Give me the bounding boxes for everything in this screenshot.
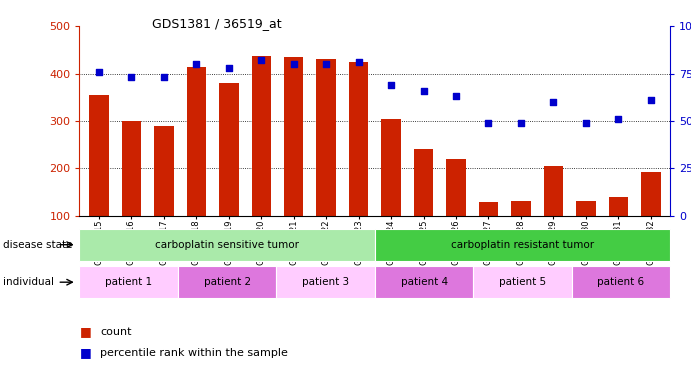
Bar bbox=[89, 95, 108, 263]
Point bbox=[418, 88, 429, 94]
Text: ■: ■ bbox=[79, 326, 91, 338]
Text: patient 5: patient 5 bbox=[499, 277, 546, 287]
Bar bbox=[446, 159, 466, 263]
Bar bbox=[375, 229, 670, 261]
Point bbox=[93, 69, 104, 75]
Bar bbox=[122, 121, 141, 263]
Point bbox=[386, 82, 397, 88]
Point bbox=[158, 74, 169, 80]
Text: disease state: disease state bbox=[3, 240, 73, 250]
Text: carboplatin resistant tumor: carboplatin resistant tumor bbox=[451, 240, 594, 250]
Point bbox=[548, 99, 559, 105]
Point bbox=[321, 61, 332, 67]
Bar bbox=[178, 266, 276, 298]
Point bbox=[223, 65, 234, 71]
Point bbox=[613, 116, 624, 122]
Text: ■: ■ bbox=[79, 346, 91, 359]
Text: count: count bbox=[100, 327, 132, 337]
Bar bbox=[252, 56, 271, 263]
Text: carboplatin sensitive tumor: carboplatin sensitive tumor bbox=[155, 240, 299, 250]
Bar bbox=[187, 68, 206, 263]
Text: patient 6: patient 6 bbox=[598, 277, 645, 287]
Bar bbox=[544, 166, 563, 263]
Point bbox=[191, 61, 202, 67]
Point bbox=[256, 57, 267, 63]
Bar bbox=[414, 149, 433, 263]
Bar bbox=[511, 201, 531, 263]
Bar bbox=[154, 126, 173, 263]
Text: individual: individual bbox=[3, 277, 55, 287]
Point bbox=[451, 93, 462, 99]
Point bbox=[515, 120, 527, 126]
Bar bbox=[381, 118, 401, 263]
Point bbox=[483, 120, 494, 126]
Point bbox=[580, 120, 591, 126]
Bar bbox=[276, 266, 375, 298]
Bar bbox=[79, 266, 178, 298]
Text: patient 4: patient 4 bbox=[401, 277, 448, 287]
Bar bbox=[349, 62, 368, 263]
Bar bbox=[609, 196, 628, 263]
Bar bbox=[316, 59, 336, 263]
Point bbox=[288, 61, 299, 67]
Text: patient 3: patient 3 bbox=[302, 277, 349, 287]
Text: percentile rank within the sample: percentile rank within the sample bbox=[100, 348, 288, 357]
Text: patient 1: patient 1 bbox=[105, 277, 152, 287]
Point bbox=[645, 97, 656, 103]
Text: GDS1381 / 36519_at: GDS1381 / 36519_at bbox=[152, 17, 282, 30]
Bar bbox=[79, 229, 375, 261]
Bar bbox=[479, 202, 498, 263]
Bar bbox=[284, 57, 303, 263]
Text: patient 2: patient 2 bbox=[204, 277, 251, 287]
Bar bbox=[473, 266, 571, 298]
Bar bbox=[571, 266, 670, 298]
Bar bbox=[219, 82, 238, 263]
Bar bbox=[576, 201, 596, 263]
Bar bbox=[641, 172, 661, 263]
Bar bbox=[375, 266, 473, 298]
Point bbox=[126, 74, 137, 80]
Point bbox=[353, 59, 364, 65]
